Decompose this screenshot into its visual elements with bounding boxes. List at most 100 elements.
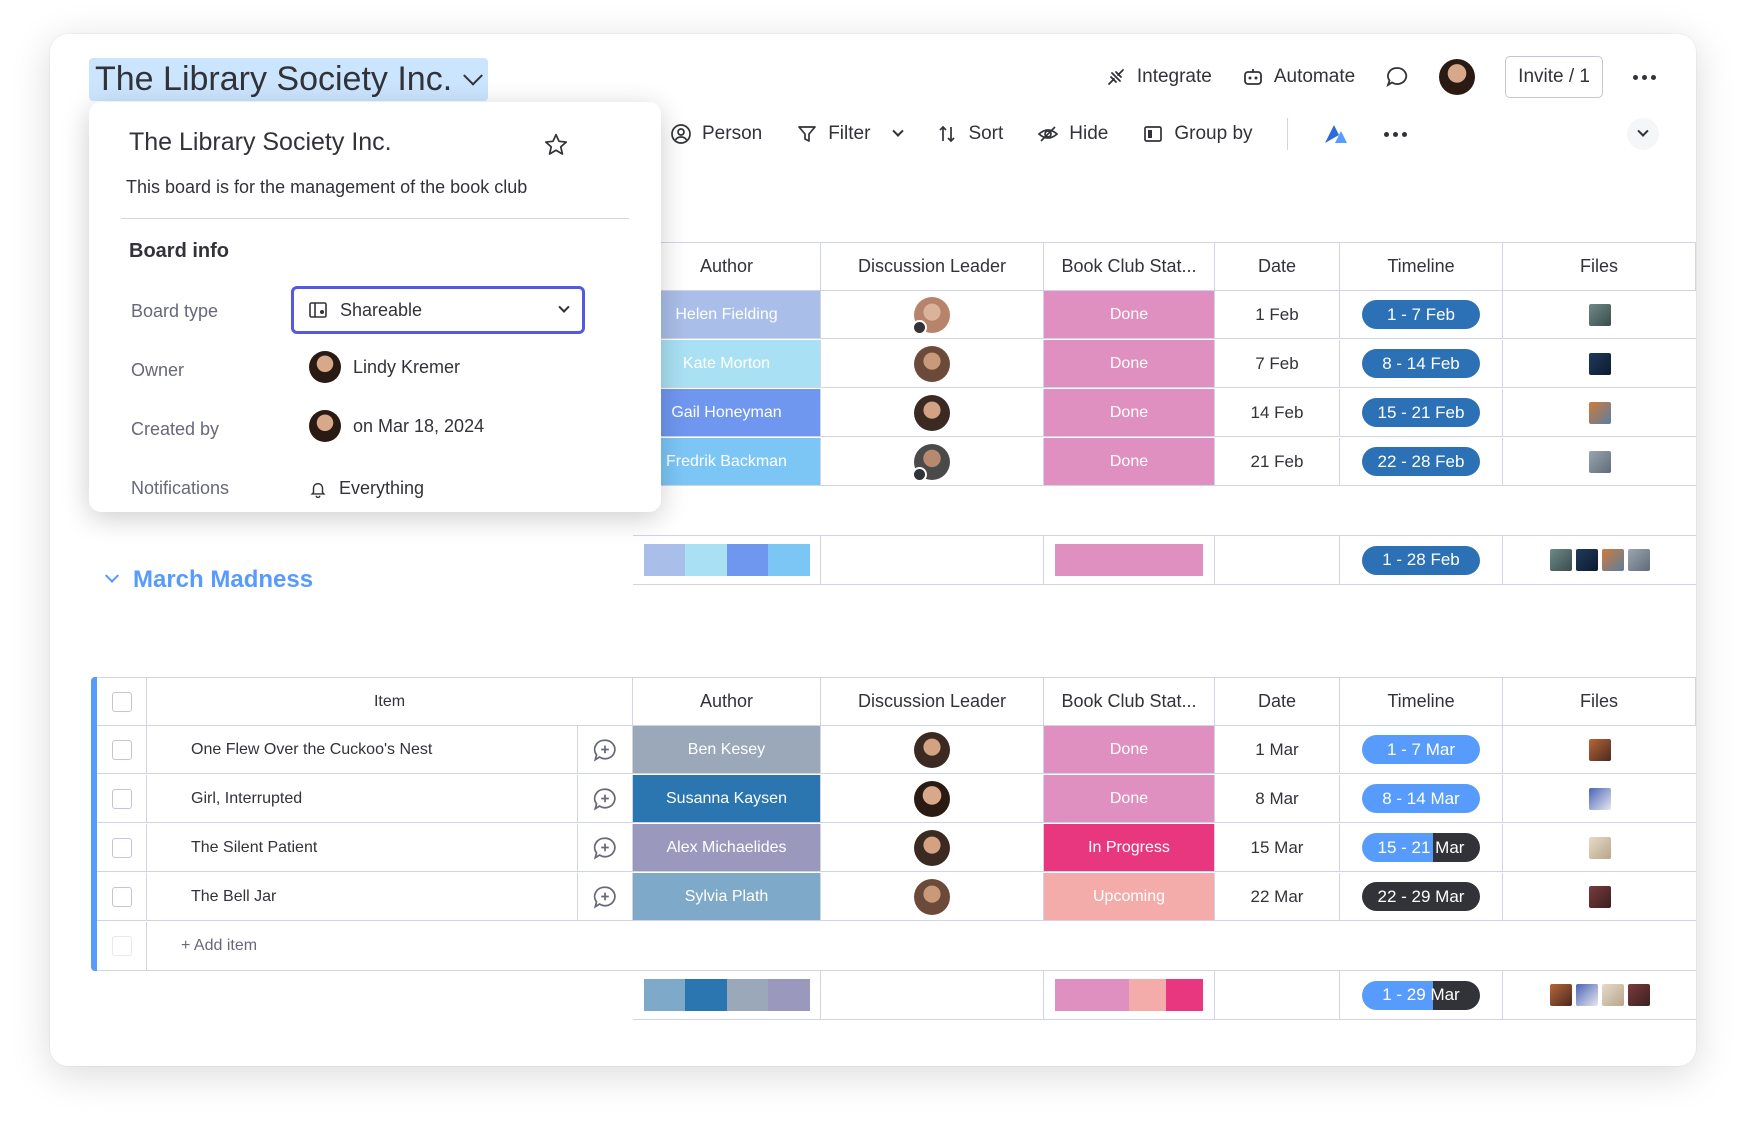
timeline-cell[interactable]: 22 - 28 Feb	[1340, 438, 1503, 486]
group-title-march-madness[interactable]: March Madness	[104, 566, 313, 594]
files-cell[interactable]	[1503, 726, 1696, 774]
add-update-icon[interactable]	[592, 884, 618, 910]
board-description[interactable]: This board is for the management of the …	[126, 177, 528, 197]
discussion-leader-cell[interactable]	[821, 438, 1044, 486]
column-header-date[interactable]: Date	[1215, 677, 1340, 726]
chat-bubble-icon[interactable]	[1385, 65, 1409, 89]
files-cell[interactable]	[1503, 291, 1696, 339]
discussion-leader-cell[interactable]	[821, 389, 1044, 437]
date-cell[interactable]: 14 Feb	[1215, 389, 1340, 437]
file-thumbnail[interactable]	[1588, 738, 1611, 761]
timeline-cell[interactable]: 22 - 29 Mar	[1340, 873, 1503, 921]
item-updates-cell[interactable]	[578, 824, 633, 872]
timeline-cell[interactable]: 1 - 7 Mar	[1340, 726, 1503, 774]
files-cell[interactable]	[1503, 775, 1696, 823]
add-update-icon[interactable]	[592, 835, 618, 861]
board-type-select[interactable]: Shareable	[291, 286, 585, 334]
files-cell[interactable]	[1503, 824, 1696, 872]
file-thumbnail[interactable]	[1627, 549, 1650, 571]
column-header-timeline[interactable]: Timeline	[1340, 677, 1503, 726]
chevron-down-icon[interactable]	[104, 568, 120, 583]
status-cell[interactable]: In Progress	[1044, 824, 1215, 872]
status-cell[interactable]: Done	[1044, 726, 1215, 774]
files-cell[interactable]	[1503, 340, 1696, 388]
file-thumbnail[interactable]	[1601, 549, 1624, 571]
filter-button[interactable]: Filter	[796, 123, 905, 145]
status-cell[interactable]: Done	[1044, 340, 1215, 388]
file-thumbnail[interactable]	[1588, 836, 1611, 859]
author-cell[interactable]: Gail Honeyman	[633, 389, 821, 437]
group-by-button[interactable]: Group by	[1142, 123, 1253, 145]
file-thumbnail[interactable]	[1549, 549, 1572, 571]
author-cell[interactable]: Fredrik Backman	[633, 438, 821, 486]
files-cell[interactable]	[1503, 389, 1696, 437]
file-thumbnail[interactable]	[1575, 984, 1598, 1006]
file-thumbnail[interactable]	[1575, 549, 1598, 571]
date-cell[interactable]: 15 Mar	[1215, 824, 1340, 872]
add-item-row[interactable]: + Add item	[147, 922, 1696, 971]
notifications-value[interactable]: Everything	[309, 478, 424, 499]
integrate-button[interactable]: Integrate	[1105, 66, 1212, 88]
automate-button[interactable]: Automate	[1242, 66, 1355, 88]
sort-button[interactable]: Sort	[936, 123, 1003, 145]
column-header-leader[interactable]: Discussion Leader	[821, 677, 1044, 726]
item-name-cell[interactable]: Girl, Interrupted	[147, 775, 578, 823]
status-cell[interactable]: Done	[1044, 775, 1215, 823]
column-header-leader[interactable]: Discussion Leader	[821, 242, 1044, 291]
toolbar-more-icon[interactable]	[1383, 131, 1407, 137]
file-thumbnail[interactable]	[1588, 885, 1611, 908]
person-filter-button[interactable]: Person	[670, 123, 762, 145]
more-options-icon[interactable]	[1633, 74, 1656, 80]
status-cell[interactable]: Done	[1044, 438, 1215, 486]
file-thumbnail[interactable]	[1588, 450, 1611, 473]
status-cell[interactable]: Done	[1044, 389, 1215, 437]
discussion-leader-cell[interactable]	[821, 873, 1044, 921]
date-cell[interactable]: 22 Mar	[1215, 873, 1340, 921]
chevron-down-icon[interactable]	[892, 125, 905, 137]
author-cell[interactable]: Ben Kesey	[633, 726, 821, 774]
column-header-date[interactable]: Date	[1215, 242, 1340, 291]
board-title-button[interactable]: The Library Society Inc.	[89, 58, 489, 101]
timeline-cell[interactable]: 8 - 14 Feb	[1340, 340, 1503, 388]
add-update-icon[interactable]	[592, 786, 618, 812]
discussion-leader-cell[interactable]	[821, 340, 1044, 388]
author-cell[interactable]: Alex Michaelides	[633, 824, 821, 872]
hide-button[interactable]: Hide	[1037, 123, 1108, 145]
discussion-leader-cell[interactable]	[821, 291, 1044, 339]
item-name-cell[interactable]: The Bell Jar	[147, 873, 578, 921]
timeline-cell[interactable]: 15 - 21 Mar	[1340, 824, 1503, 872]
collapse-header-button[interactable]	[1627, 118, 1659, 150]
discussion-leader-cell[interactable]	[821, 775, 1044, 823]
file-thumbnail[interactable]	[1588, 401, 1611, 424]
file-thumbnail[interactable]	[1588, 352, 1611, 375]
row-checkbox[interactable]	[111, 837, 132, 858]
column-header-status[interactable]: Book Club Stat...	[1044, 677, 1215, 726]
file-thumbnail[interactable]	[1627, 984, 1650, 1006]
timeline-cell[interactable]: 15 - 21 Feb	[1340, 389, 1503, 437]
date-cell[interactable]: 7 Feb	[1215, 340, 1340, 388]
column-header-author[interactable]: Author	[633, 242, 821, 291]
user-avatar[interactable]	[1439, 59, 1476, 95]
add-item-row[interactable]	[633, 487, 1696, 536]
column-header-author[interactable]: Author	[633, 677, 821, 726]
timeline-cell[interactable]: 8 - 14 Mar	[1340, 775, 1503, 823]
creator-avatar[interactable]	[309, 410, 341, 442]
add-update-icon[interactable]	[592, 737, 618, 763]
row-checkbox[interactable]	[111, 739, 132, 760]
item-name-cell[interactable]: The Silent Patient	[147, 824, 578, 872]
date-cell[interactable]: 1 Feb	[1215, 291, 1340, 339]
discussion-leader-cell[interactable]	[821, 726, 1044, 774]
timeline-cell[interactable]: 1 - 7 Feb	[1340, 291, 1503, 339]
select-all-checkbox[interactable]	[111, 691, 132, 712]
column-header-files[interactable]: Files	[1503, 242, 1696, 291]
files-cell[interactable]	[1503, 873, 1696, 921]
date-cell[interactable]: 21 Feb	[1215, 438, 1340, 486]
column-header-item[interactable]: Item	[147, 677, 633, 726]
author-cell[interactable]: Susanna Kaysen	[633, 775, 821, 823]
item-name-cell[interactable]: One Flew Over the Cuckoo's Nest	[147, 726, 578, 774]
status-cell[interactable]: Upcoming	[1044, 873, 1215, 921]
row-checkbox[interactable]	[111, 788, 132, 809]
ai-assistant-icon[interactable]	[1322, 121, 1350, 147]
star-icon[interactable]	[543, 132, 569, 158]
item-updates-cell[interactable]	[578, 873, 633, 921]
